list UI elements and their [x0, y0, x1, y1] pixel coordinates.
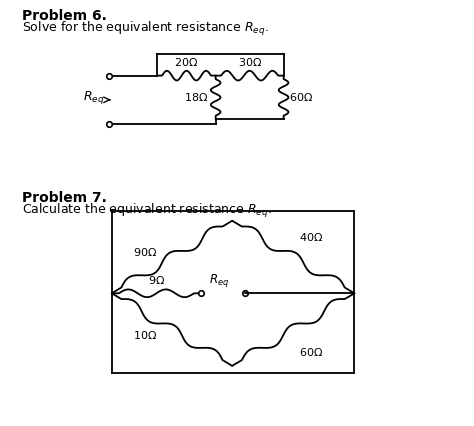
Text: 30$\Omega$: 30$\Omega$ — [237, 56, 262, 68]
Text: 20$\Omega$: 20$\Omega$ — [174, 56, 199, 68]
Text: 60$\Omega$: 60$\Omega$ — [290, 92, 314, 104]
Text: 9$\Omega$: 9$\Omega$ — [148, 273, 165, 285]
Text: 60$\Omega$: 60$\Omega$ — [300, 346, 324, 358]
Text: Problem 7.: Problem 7. — [21, 191, 106, 205]
Text: $R_{eq}$: $R_{eq}$ — [209, 272, 229, 289]
Text: 10$\Omega$: 10$\Omega$ — [133, 328, 157, 341]
Text: Solve for the equivalent resistance $R_{eq}$.: Solve for the equivalent resistance $R_{… — [21, 20, 268, 38]
Text: Problem 6.: Problem 6. — [21, 9, 106, 23]
Text: 18$\Omega$: 18$\Omega$ — [184, 92, 208, 104]
Text: 90$\Omega$: 90$\Omega$ — [133, 246, 157, 258]
Text: 40$\Omega$: 40$\Omega$ — [300, 230, 324, 242]
Text: Calculate the equivalent resistance $R_{eq}$.: Calculate the equivalent resistance $R_{… — [21, 202, 271, 220]
Text: $R_{eq}$: $R_{eq}$ — [83, 89, 104, 106]
